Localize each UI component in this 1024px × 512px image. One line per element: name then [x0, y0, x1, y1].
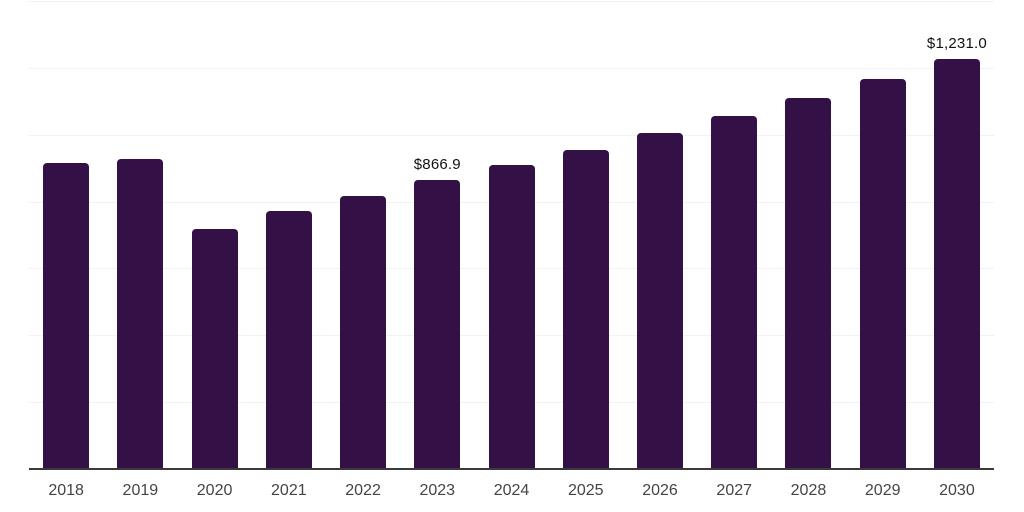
bar-group-2029: [846, 2, 920, 470]
x-tick-label-2022: 2022: [345, 482, 381, 499]
bar-2028: [785, 98, 832, 470]
bar-group-2030: $1,231.0: [920, 2, 994, 470]
x-tick-label-2028: 2028: [790, 482, 827, 499]
bar-group-2024: [474, 2, 548, 470]
bar-group-2028: [771, 2, 845, 470]
x-tick-label-2021: 2021: [271, 482, 307, 499]
x-tick-label-2018: 2018: [48, 482, 84, 499]
bar-2025: [562, 149, 609, 470]
bar-group-2027: [697, 2, 771, 470]
bar-group-2022: [326, 2, 400, 470]
bar-group-2018: [29, 2, 103, 470]
bar-group-2019: [103, 2, 177, 470]
bar-2027: [711, 116, 758, 470]
x-axis-line: [29, 468, 994, 470]
x-tick-label-2026: 2026: [642, 482, 678, 499]
bar-group-2023: $866.9: [400, 2, 474, 470]
bar-group-2025: [549, 2, 623, 470]
bar-value-label-2030: $1,231.0: [926, 34, 987, 52]
bar-group-2020: [177, 2, 251, 470]
plot-area: $866.9 $1,231.0: [29, 1, 994, 470]
x-tick-label-2030: 2030: [939, 482, 975, 499]
bars-row: $866.9 $1,231.0: [29, 2, 994, 470]
gridline-1400: [29, 1, 994, 2]
bar-2021: [265, 210, 312, 470]
x-tick-label-2023: 2023: [419, 482, 456, 499]
x-tick-label-2025: 2025: [567, 482, 604, 499]
bar-2018: [43, 163, 90, 470]
bar-2022: [340, 195, 387, 470]
x-axis-labels: 2018 2019 2020 2021 2022 2023 2024 2025 2026 2027…: [29, 482, 994, 500]
x-tick-label-2020: 2020: [196, 482, 233, 499]
bar-group-2021: [252, 2, 326, 470]
bar-2029: [859, 78, 906, 470]
x-tick-label-2029: 2029: [864, 482, 901, 499]
bar-2030: [933, 58, 980, 470]
gridline-1200: [29, 67, 994, 69]
gridline-1000: [29, 134, 994, 136]
bar-2019: [117, 159, 164, 470]
bar-value-label-2023: $866.9: [413, 156, 461, 174]
bar-2024: [488, 165, 535, 470]
bar-2020: [191, 228, 238, 470]
x-tick-label-2027: 2027: [716, 482, 753, 499]
x-tick-label-2024: 2024: [493, 482, 530, 499]
bar-group-2026: [623, 2, 697, 470]
bar-2026: [636, 133, 683, 470]
x-tick-label-2019: 2019: [122, 482, 159, 499]
bar-2023: [414, 180, 461, 470]
